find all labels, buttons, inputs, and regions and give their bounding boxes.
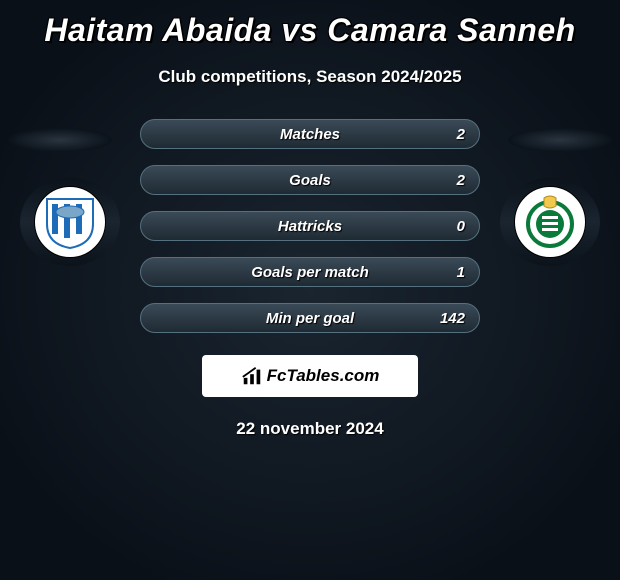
stat-right-value: 2: [457, 172, 465, 189]
page-title: Haitam Abaida vs Camara Sanneh: [0, 0, 620, 49]
bar-chart-icon: [241, 365, 263, 387]
crest-racing: [514, 186, 586, 258]
stat-label: Min per goal: [266, 310, 354, 327]
malaga-crest-icon: [42, 194, 98, 250]
stat-label: Matches: [280, 126, 340, 143]
stat-label: Hattricks: [278, 218, 342, 235]
racing-crest-icon: [522, 194, 578, 250]
stat-right-value: 2: [457, 126, 465, 143]
stat-row-goals: Goals 2: [140, 165, 480, 195]
date-text: 22 november 2024: [0, 419, 620, 439]
stat-right-value: 0: [457, 218, 465, 235]
player-shadow-right: [508, 128, 612, 152]
club-badge-right: [500, 178, 600, 266]
crest-malaga: [34, 186, 106, 258]
stat-row-hattricks: Hattricks 0: [140, 211, 480, 241]
stat-row-min-per-goal: Min per goal 142: [140, 303, 480, 333]
fctables-logo: FcTables.com: [202, 355, 418, 397]
subtitle: Club competitions, Season 2024/2025: [0, 67, 620, 87]
stat-row-goals-per-match: Goals per match 1: [140, 257, 480, 287]
stat-label: Goals: [289, 172, 331, 189]
logo-text: FcTables.com: [267, 366, 380, 386]
infographic-root: Haitam Abaida vs Camara Sanneh Club comp…: [0, 0, 620, 580]
stat-label: Goals per match: [251, 264, 369, 281]
stat-right-value: 142: [440, 310, 465, 327]
club-badge-left: [20, 178, 120, 266]
stat-right-value: 1: [457, 264, 465, 281]
player-shadow-left: [8, 128, 112, 152]
stat-row-matches: Matches 2: [140, 119, 480, 149]
